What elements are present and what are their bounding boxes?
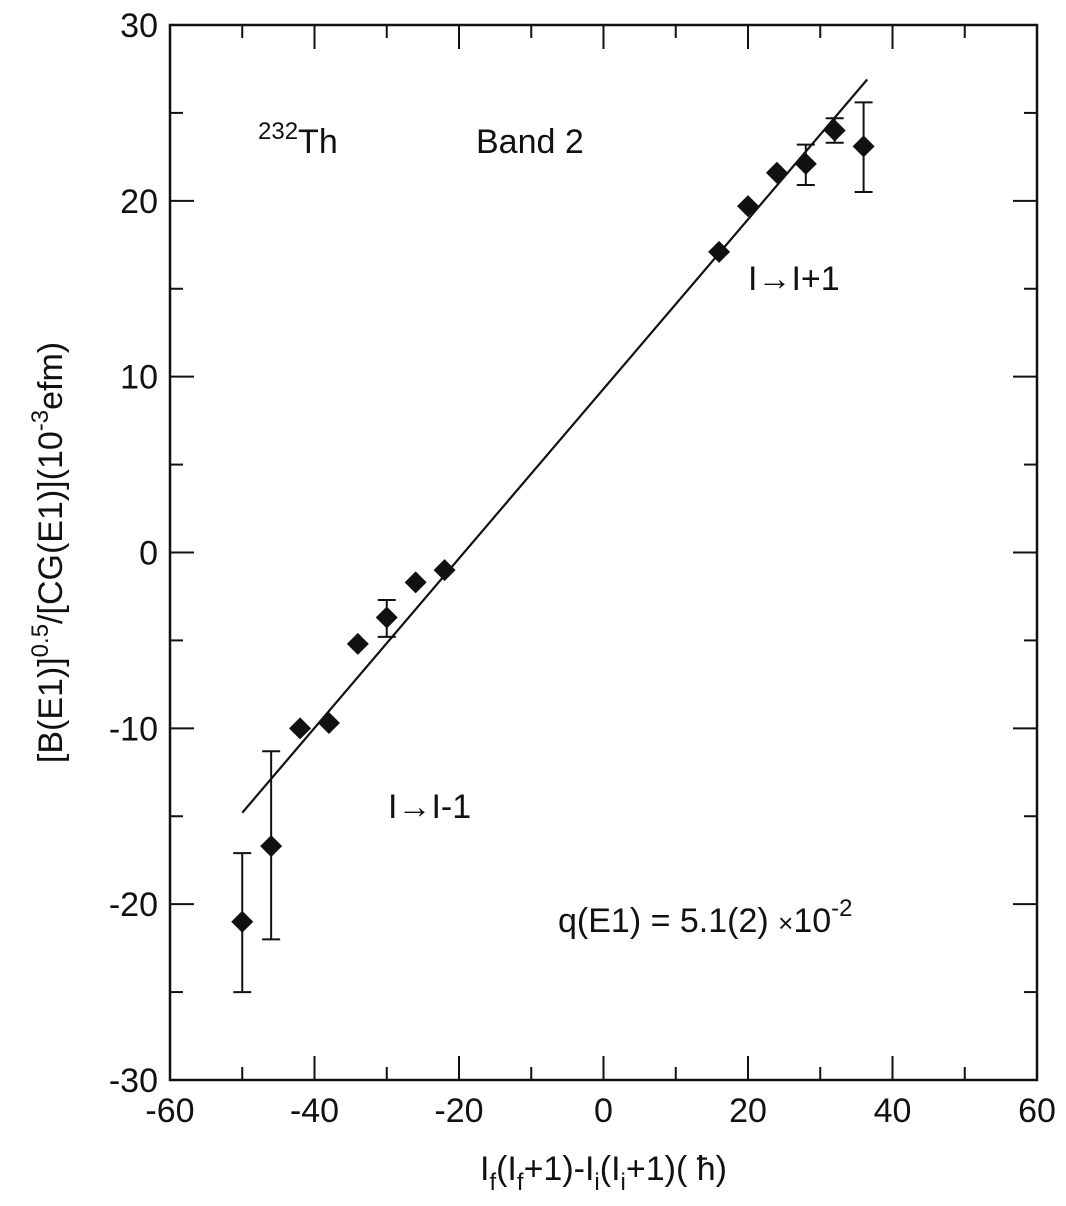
data-point	[737, 195, 759, 218]
y-tick-label: -10	[109, 710, 158, 748]
x-tick-label: -40	[290, 1092, 339, 1130]
x-tick-label: 40	[874, 1092, 912, 1130]
x-tick-labels: -60 -40 -20 0 20 40 60	[145, 1092, 1055, 1130]
axis-label-part: 0.5	[27, 624, 54, 657]
y-tick-label: 0	[139, 535, 158, 573]
axis-label-part: /[CG(E1)](10	[32, 431, 70, 624]
data-point	[708, 240, 731, 263]
axis-label-part: f	[517, 1169, 524, 1196]
axis-label-part: [B(E1)]	[32, 657, 70, 763]
axis-label-part: efm)	[32, 342, 70, 410]
nucleus-label: 232Th	[258, 118, 338, 161]
y-tick-label: 30	[120, 7, 158, 45]
y-tick-label: 20	[120, 183, 158, 221]
axis-label-part: f	[489, 1169, 496, 1196]
x-axis-label: If​(If​+1)-Ii​(Ii​+1)( ħ)	[480, 1150, 727, 1196]
nucleus-mass: 232	[258, 118, 298, 145]
lower-transition-label: I→I-1	[388, 788, 471, 826]
data-point	[375, 606, 398, 629]
axis-label-part: i	[594, 1169, 599, 1196]
x-tick-label: 0	[594, 1092, 613, 1130]
axis-label-part: ħ	[697, 1150, 716, 1188]
data-point	[231, 910, 254, 933]
y-axis-label: [B(E1)]0.5​/[CG(E1)](10-3​efm)	[27, 342, 70, 763]
x-tick-label: -60	[145, 1092, 194, 1130]
axis-label-part: +1)-I	[524, 1150, 595, 1188]
fit-line	[241, 78, 869, 814]
q-value-label: q(E1) = 5.1(2) ×10-2	[558, 895, 853, 940]
axis-label-part: (I	[496, 1150, 517, 1188]
axis-label-part: I	[480, 1150, 489, 1188]
plot-frame	[168, 23, 1039, 1082]
data-point	[260, 835, 283, 858]
data-point	[765, 161, 788, 184]
nucleus-symbol: Th	[298, 123, 338, 161]
y-tick-label: -30	[109, 1062, 158, 1100]
data-point	[404, 571, 427, 594]
data-point	[852, 135, 875, 158]
data-points	[231, 119, 875, 933]
axis-label-part: +1)(	[626, 1150, 697, 1188]
q-text: q(E1) = 5.1(2)	[558, 902, 778, 940]
y-tick-label: -20	[109, 886, 158, 924]
q-mult: ×	[778, 908, 793, 938]
error-bars	[233, 101, 873, 994]
axis-label-part: -3	[27, 410, 54, 431]
data-point	[317, 712, 340, 735]
upper-transition-label: I→I+1	[748, 260, 840, 298]
x-tick-label: 60	[1018, 1092, 1056, 1130]
data-point	[433, 559, 456, 582]
data-point	[823, 119, 846, 142]
axis-label-part: (I	[600, 1150, 621, 1188]
y-tick-labels: -30 -20 -10 0 10 20 30	[109, 7, 158, 1100]
x-tick-label: -20	[434, 1092, 483, 1130]
data-point	[289, 717, 312, 740]
q-base: 10	[793, 902, 831, 940]
axis-label-part: i	[621, 1169, 626, 1196]
data-point	[346, 632, 369, 655]
band-label: Band 2	[476, 123, 584, 161]
x-tick-label: 20	[729, 1092, 767, 1130]
axis-label-part: )	[716, 1150, 727, 1188]
data-point	[794, 152, 817, 175]
q-exp: -2	[831, 895, 852, 922]
y-tick-label: 10	[120, 359, 158, 397]
